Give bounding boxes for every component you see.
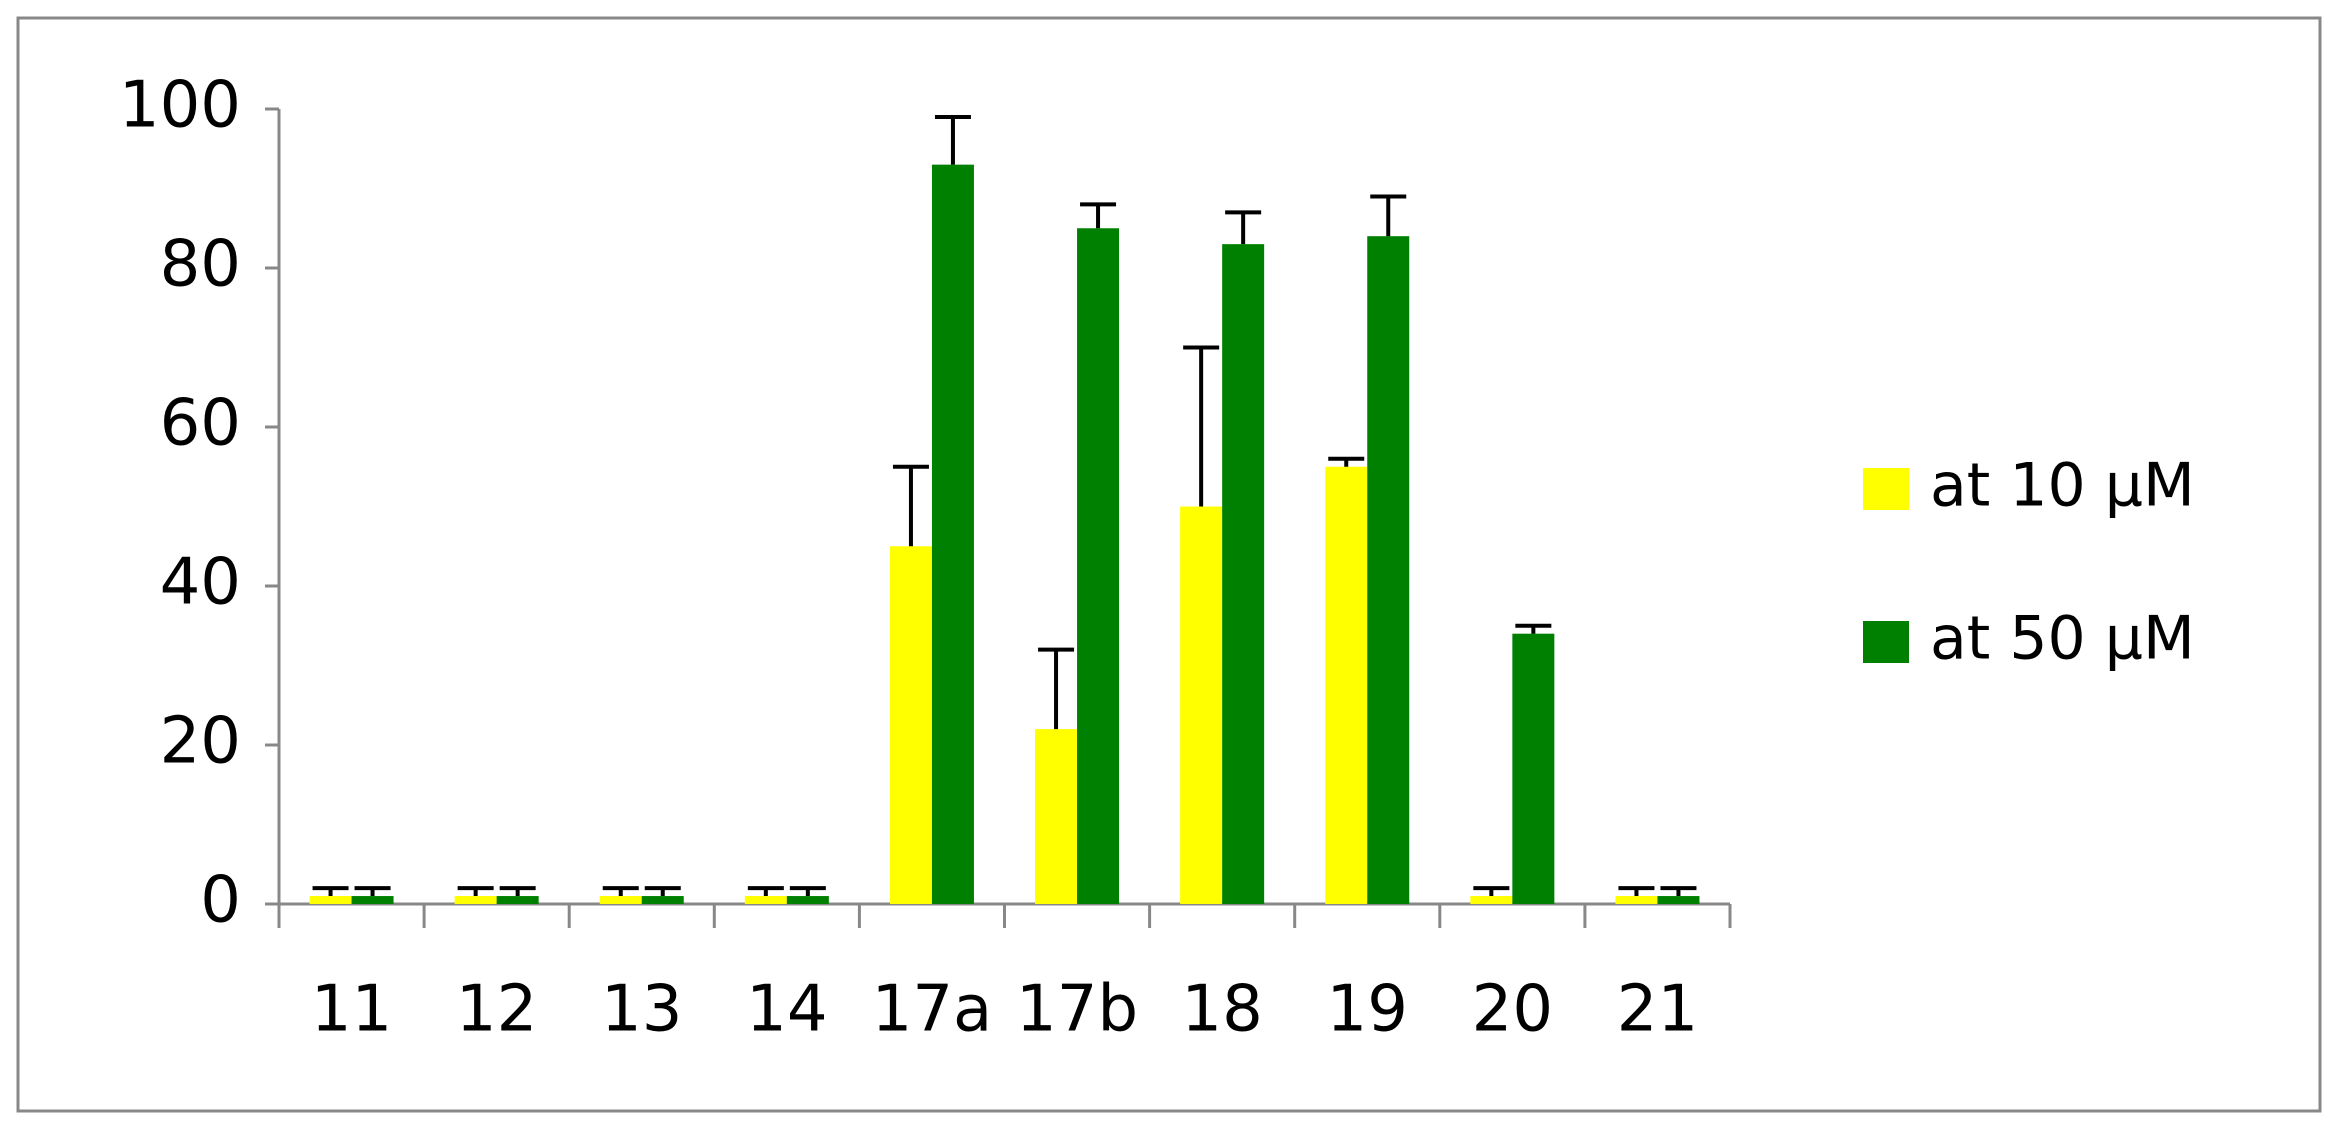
error-bar [499,886,536,897]
error-bar [1225,210,1262,245]
x-tick-label: 14 [746,973,827,1047]
error-bar [1038,647,1075,730]
y-tick-label: 0 [200,864,241,938]
bar [641,896,684,904]
y-tick-label: 40 [160,546,241,620]
bar [1077,228,1120,904]
legend-swatch [1863,468,1909,510]
bar [1657,896,1700,904]
bar [889,546,932,904]
bar [496,896,539,904]
x-tick-label: 20 [1472,973,1553,1047]
error-bar [312,886,349,897]
bar [1222,244,1265,904]
x-tick-label: 18 [1181,973,1262,1047]
bar [786,896,829,904]
bar [309,896,352,904]
x-tick-label: 17a [872,973,993,1047]
y-tick-label: 80 [160,228,241,302]
error-bar [934,114,971,165]
bar [1367,236,1410,904]
error-bar [1515,623,1552,634]
bar [744,896,787,904]
error-bar [602,886,639,897]
error-bar [892,464,929,547]
bar [1180,506,1223,904]
bar [1035,729,1078,904]
error-bar [1618,886,1655,897]
error-bar [1660,886,1697,897]
chart-border [16,16,2322,1113]
error-bar [1328,456,1365,467]
bar [351,896,394,904]
legend-label: at 10 µM [1930,451,2195,521]
y-tick-label: 100 [119,69,241,143]
error-bar [354,886,391,897]
error-bar [1183,345,1220,507]
bar [454,896,497,904]
x-tick-label: 12 [456,973,537,1047]
error-bar [1080,202,1117,229]
x-tick-label: 21 [1617,973,1698,1047]
bar [1615,896,1658,904]
x-tick-label: 11 [311,973,392,1047]
legend-label: at 50 µM [1930,604,2195,674]
error-bar [644,886,681,897]
error-bar [1473,886,1510,897]
bar [1470,896,1513,904]
bar [1512,633,1555,904]
bar [599,896,642,904]
y-tick-label: 60 [160,387,241,461]
bar [931,164,974,904]
error-bar [457,886,494,897]
x-tick-label: 17b [1016,973,1138,1047]
bar [1325,466,1368,904]
error-bar [789,886,826,897]
x-tick-label: 13 [601,973,682,1047]
x-tick-label: 19 [1327,973,1408,1047]
error-bar [747,886,784,897]
y-tick-label: 20 [160,705,241,779]
error-bar [1370,194,1407,237]
legend-swatch [1863,621,1909,663]
